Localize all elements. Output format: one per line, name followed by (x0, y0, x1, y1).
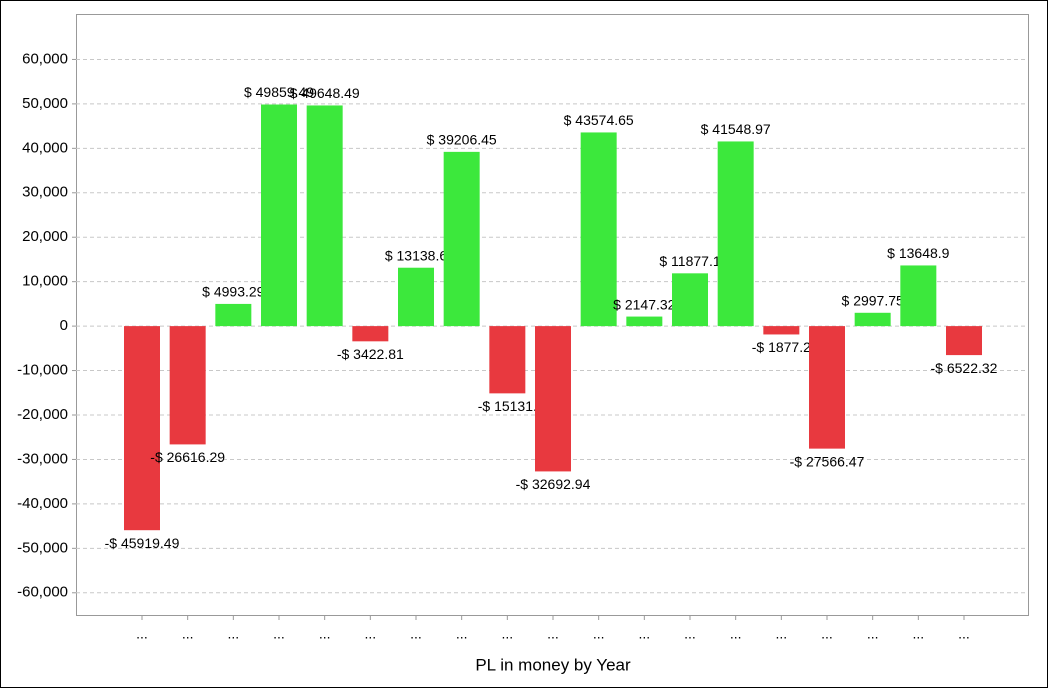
bar (215, 303, 252, 327)
value-label: -$ 27566.47 (790, 453, 865, 469)
x-tick-label: ... (456, 626, 468, 642)
value-label: $ 41548.97 (701, 121, 771, 137)
bar (809, 326, 845, 449)
y-tick-label: 0 (60, 317, 68, 334)
value-label: -$ 32692.94 (516, 476, 591, 492)
x-tick-label: ... (867, 626, 879, 642)
y-tick-label: -40,000 (17, 495, 68, 512)
value-label: $ 2997.75 (842, 292, 904, 308)
value-label: $ 49648.49 (290, 85, 360, 101)
y-tick-label: -10,000 (17, 362, 68, 379)
y-tick-label: -30,000 (17, 450, 68, 467)
x-tick-label: ... (227, 626, 239, 642)
value-label: $ 13138.6 (385, 247, 447, 263)
x-tick-label: ... (821, 626, 833, 642)
value-label: $ 2147.32 (613, 296, 675, 312)
x-tick-label: ... (182, 626, 194, 642)
y-tick-label: 50,000 (22, 95, 68, 112)
bar (900, 265, 937, 327)
value-label: -$ 1877.2 (752, 339, 811, 355)
value-label: -$ 15131. (478, 398, 537, 414)
bar (672, 273, 708, 327)
x-tick-label: ... (958, 626, 970, 642)
x-tick-label: ... (273, 626, 285, 642)
x-tick-label: ... (775, 626, 787, 642)
value-label: $ 13648.9 (887, 245, 949, 261)
y-tick-label: 40,000 (22, 139, 68, 156)
bar (169, 326, 206, 445)
value-label: $ 11877.1 (659, 253, 720, 269)
value-label: $ 4993.29 (202, 284, 264, 300)
x-tick-label: ... (593, 626, 605, 642)
bar (535, 326, 571, 472)
x-tick-label: ... (547, 626, 559, 642)
bar (946, 326, 982, 356)
x-tick-label: ... (638, 626, 650, 642)
x-tick-label: ... (501, 626, 513, 642)
bar (398, 267, 434, 327)
bar (626, 316, 663, 327)
y-tick-label: 60,000 (22, 50, 68, 67)
x-tick-label: ... (319, 626, 331, 642)
value-label: -$ 45919.49 (105, 535, 180, 551)
value-label: -$ 26616.29 (150, 449, 225, 465)
bar (261, 104, 297, 327)
x-tick-label: ... (730, 626, 742, 642)
bar (717, 141, 754, 327)
y-tick-label: 30,000 (22, 184, 68, 201)
bar (580, 132, 617, 327)
bar (489, 326, 526, 394)
x-tick-label: ... (136, 626, 148, 642)
x-tick-label: ... (410, 626, 422, 642)
y-tick-label: -60,000 (17, 584, 68, 601)
x-tick-label: ... (684, 626, 696, 642)
value-label: -$ 6522.32 (931, 360, 998, 376)
y-tick-label: 20,000 (22, 228, 68, 245)
x-axis-title: PL in money by Year (475, 655, 631, 674)
y-tick-label: 10,000 (22, 273, 68, 290)
x-tick-label: ... (364, 626, 376, 642)
value-label: -$ 3422.81 (337, 346, 404, 362)
bar (443, 151, 480, 327)
y-tick-label: -20,000 (17, 406, 68, 423)
bar (854, 312, 891, 327)
bar (306, 105, 343, 327)
y-tick-label: -50,000 (17, 539, 68, 556)
bar (352, 326, 389, 342)
bar (763, 326, 800, 335)
value-label: $ 43574.65 (564, 112, 634, 128)
bar (124, 326, 160, 531)
x-tick-label: ... (912, 626, 924, 642)
value-label: $ 39206.45 (427, 132, 497, 148)
value-label: $ 49859.49 (244, 84, 314, 100)
